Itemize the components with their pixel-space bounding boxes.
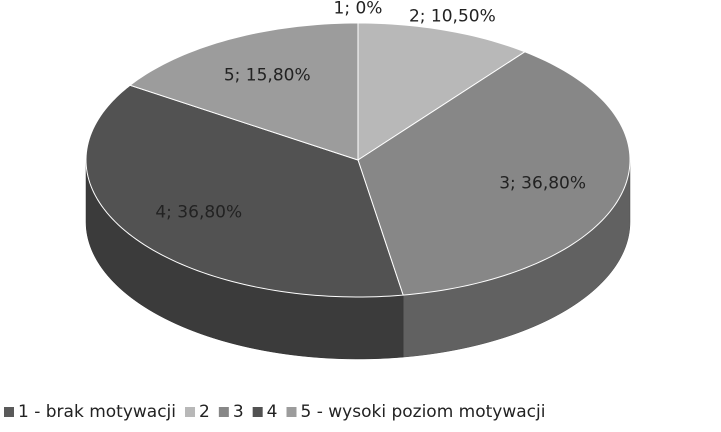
legend-label: 4 <box>267 402 278 422</box>
legend-label: 2 <box>199 402 210 422</box>
data-label: 5; 15,80% <box>224 66 311 86</box>
legend-swatch <box>286 407 297 417</box>
data-label: 2; 10,50% <box>409 6 496 26</box>
legend-swatch <box>218 407 229 417</box>
data-label: 1; 0% <box>334 0 383 18</box>
data-label: 4; 36,80% <box>155 203 242 223</box>
slice <box>128 22 359 161</box>
legend-swatch <box>185 407 196 417</box>
legend-swatch <box>252 407 263 417</box>
legend-swatch <box>4 407 14 417</box>
slice <box>85 84 404 298</box>
data-label: 3; 36,80% <box>499 173 586 193</box>
tops <box>85 22 631 298</box>
slice <box>357 51 631 296</box>
slice <box>357 22 526 161</box>
legend-label: 5 - wysoki poziom motywacji <box>301 402 546 422</box>
legend-label: 1 - brak motywacji <box>18 402 176 422</box>
legend-label: 3 <box>233 402 244 422</box>
